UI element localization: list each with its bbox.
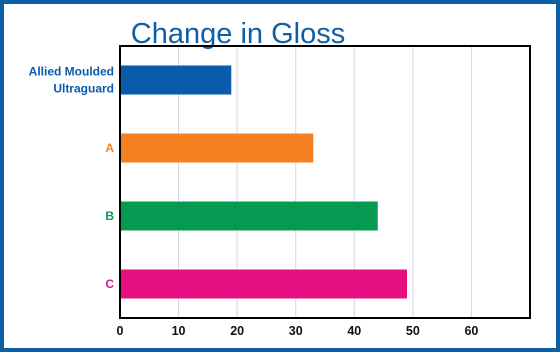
x-tick-label: 20	[230, 324, 244, 338]
category-labels: Allied Moulded Ultraguard A B C	[29, 65, 115, 292]
x-tick-labels: 0 10 20 30 40 50 60	[117, 324, 479, 338]
bars	[120, 65, 407, 299]
category-label: A	[105, 141, 114, 155]
chart-title: Change in Gloss	[130, 18, 346, 50]
category-label: Ultraguard	[53, 82, 114, 96]
bar	[120, 65, 232, 95]
x-tick-label: 10	[172, 324, 186, 338]
category-label: Allied Moulded	[29, 65, 114, 79]
x-tick-label: 50	[406, 324, 420, 338]
category-label: B	[105, 209, 114, 223]
category-label: C	[105, 277, 114, 291]
bar	[120, 269, 407, 299]
x-tick-label: 60	[464, 324, 478, 338]
x-tick-label: 40	[347, 324, 361, 338]
x-tick-label: 30	[289, 324, 303, 338]
x-tick-label: 0	[117, 324, 124, 338]
bar	[120, 201, 378, 231]
plot-border	[119, 45, 531, 319]
bar	[120, 133, 314, 163]
